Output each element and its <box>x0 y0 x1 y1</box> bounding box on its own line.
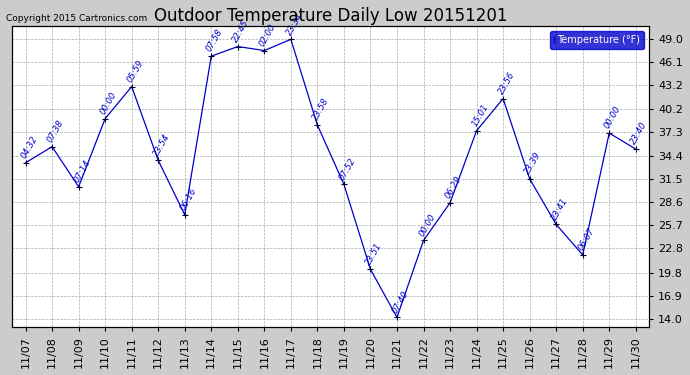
Text: 23:54: 23:54 <box>152 132 172 158</box>
Text: 23:39: 23:39 <box>523 150 543 176</box>
Text: 23:58: 23:58 <box>311 97 331 122</box>
Text: 02:00: 02:00 <box>258 22 278 48</box>
Text: 06:29: 06:29 <box>444 174 464 200</box>
Text: 07:40: 07:40 <box>391 289 411 315</box>
Text: 07:58: 07:58 <box>205 28 225 53</box>
Text: 07:38: 07:38 <box>46 118 66 144</box>
Text: Copyright 2015 Cartronics.com: Copyright 2015 Cartronics.com <box>6 15 147 24</box>
Text: 00:00: 00:00 <box>417 212 437 238</box>
Text: 23:34: 23:34 <box>284 11 304 36</box>
Legend: Temperature (°F): Temperature (°F) <box>551 32 644 49</box>
Text: 00:00: 00:00 <box>99 90 119 116</box>
Text: 15:01: 15:01 <box>470 102 490 128</box>
Text: 06:16: 06:16 <box>178 186 198 212</box>
Text: 07:14: 07:14 <box>72 158 92 184</box>
Text: 23:41: 23:41 <box>550 196 570 222</box>
Text: 23:56: 23:56 <box>497 70 517 96</box>
Text: 07:52: 07:52 <box>337 156 357 182</box>
Text: 00:00: 00:00 <box>603 105 623 130</box>
Text: 05:59: 05:59 <box>126 58 146 84</box>
Text: 23:51: 23:51 <box>364 241 384 267</box>
Text: 23:40: 23:40 <box>629 121 649 146</box>
Text: 06:07: 06:07 <box>576 226 596 252</box>
Text: 22:45: 22:45 <box>231 18 251 44</box>
Text: 04:32: 04:32 <box>19 134 39 160</box>
Title: Outdoor Temperature Daily Low 20151201: Outdoor Temperature Daily Low 20151201 <box>154 7 507 25</box>
